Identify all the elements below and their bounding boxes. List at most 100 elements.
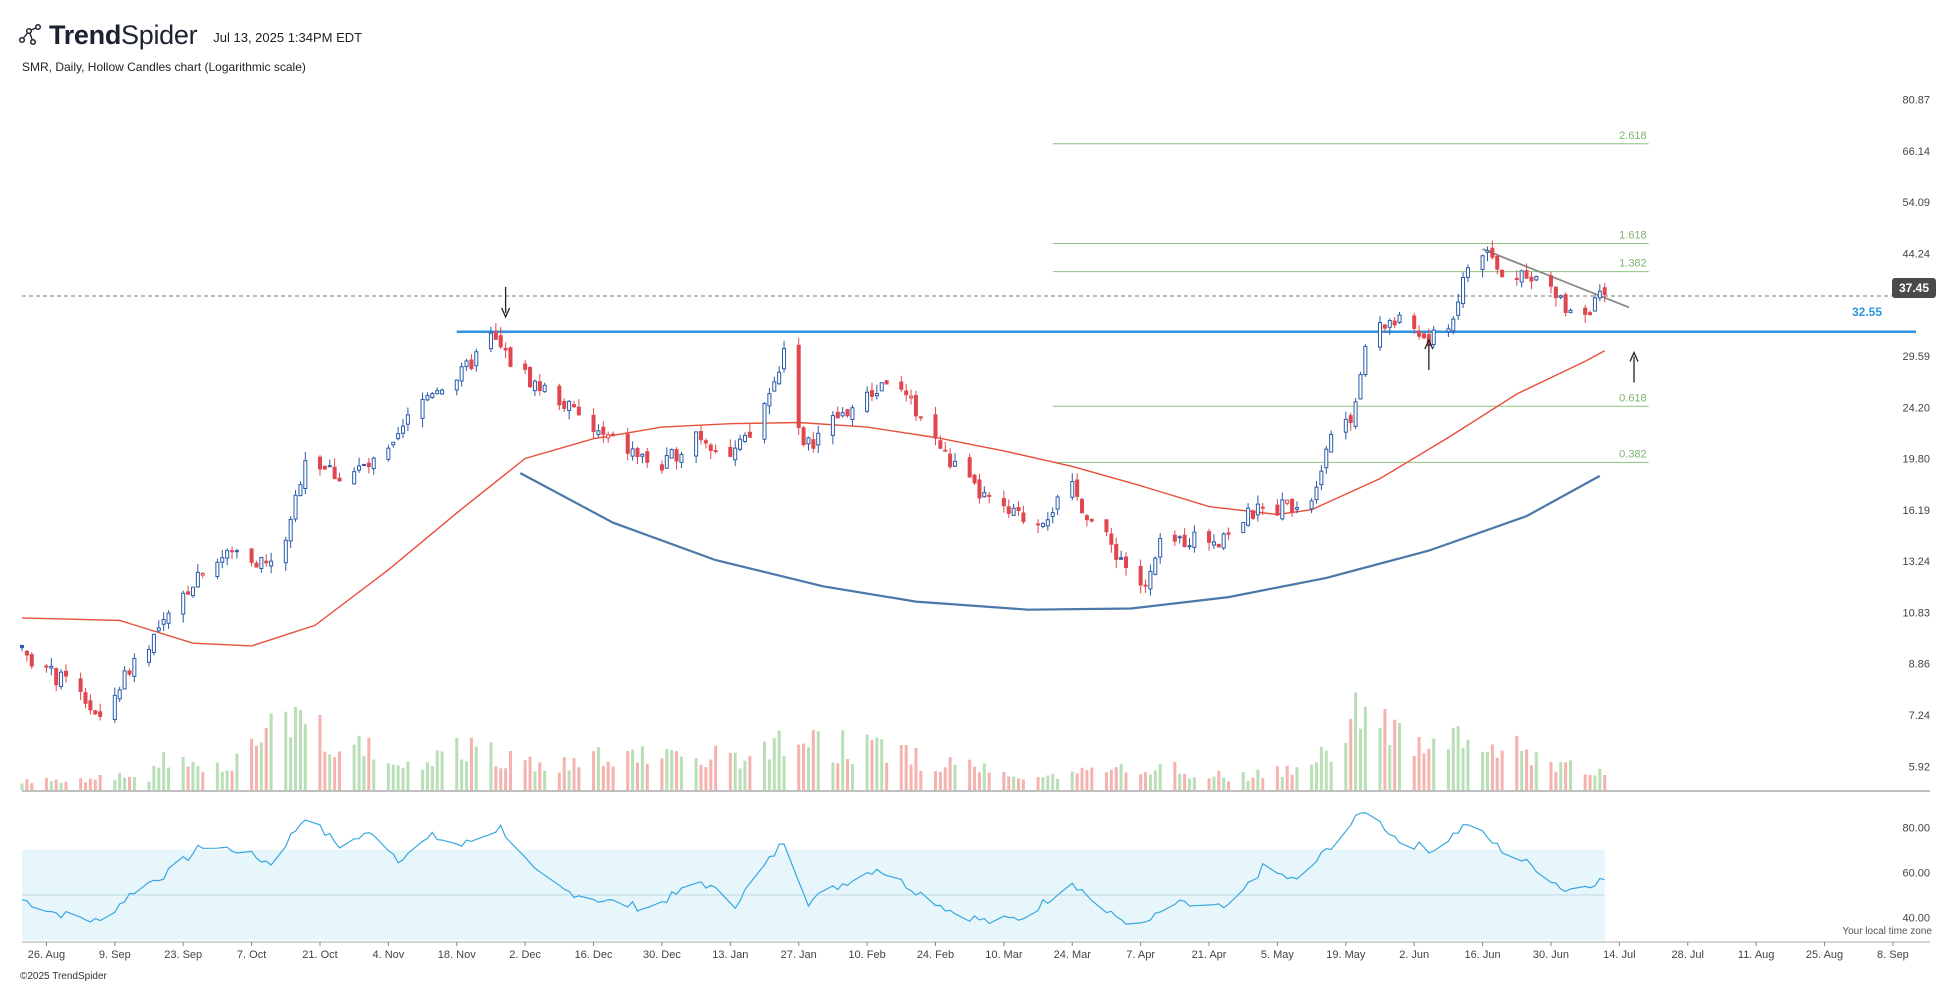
volume-bar <box>25 779 29 790</box>
volume-bar <box>953 764 957 790</box>
volume-bar <box>1114 767 1118 790</box>
x-tick-label: 10. Feb <box>848 949 885 961</box>
candle-body <box>435 390 440 395</box>
candle-body <box>674 449 679 462</box>
volume-bar <box>1119 763 1123 790</box>
candle-body <box>327 465 332 468</box>
volume-bar <box>298 709 302 790</box>
volume-bar <box>748 756 752 790</box>
x-tick-label: 25. Aug <box>1806 949 1843 961</box>
candle-body <box>562 400 567 409</box>
candle-body <box>1016 507 1021 512</box>
candle-body <box>366 462 371 467</box>
candle-body <box>806 437 811 445</box>
volume-bar <box>1559 761 1563 790</box>
candle-body <box>611 433 616 436</box>
x-tick-label: 21. Oct <box>302 949 337 961</box>
candle-body <box>1500 269 1505 278</box>
candle-body <box>1519 270 1524 283</box>
volume-bar <box>601 765 605 790</box>
candle-body <box>29 654 34 667</box>
volume-bar <box>1588 774 1592 790</box>
volume-bar <box>899 745 903 790</box>
candle-body <box>1343 418 1348 433</box>
volume-bar <box>1002 771 1006 790</box>
rsi-tick-label: 40.00 <box>1902 913 1930 925</box>
annotation-arrows <box>501 286 1639 383</box>
volume-bar <box>645 763 649 790</box>
volume-bar <box>904 745 908 790</box>
candle-body <box>1275 504 1280 516</box>
volume-bar <box>1456 725 1460 790</box>
candle-body <box>288 519 293 542</box>
candle-body <box>625 433 630 454</box>
volume-bar <box>670 750 674 790</box>
volume-bar <box>1124 772 1128 790</box>
volume-bar <box>494 766 498 790</box>
volume-bar <box>523 760 527 790</box>
volume-bar <box>699 764 703 790</box>
y-tick-label: 5.92 <box>1909 762 1930 774</box>
volume-bar <box>762 741 767 790</box>
volume-bar <box>987 772 991 790</box>
candle-body <box>1021 512 1026 523</box>
candle-body <box>1563 294 1568 313</box>
candle-body <box>1192 531 1197 548</box>
volume-bar <box>806 747 810 790</box>
volume-bar <box>1485 751 1489 790</box>
volume-bar <box>499 768 503 790</box>
x-tick-label: 16. Dec <box>575 949 613 961</box>
candle-body <box>1011 507 1016 516</box>
candle-body <box>1294 507 1299 510</box>
volume-bar <box>20 783 24 790</box>
volume-bar <box>259 742 263 790</box>
support-level-label: 32.55 <box>1852 305 1883 319</box>
volume-bar <box>1178 773 1182 790</box>
volume-bar <box>152 765 156 790</box>
volume-bar <box>592 751 596 790</box>
volume-bar <box>1212 776 1216 790</box>
volume-bar <box>577 767 581 790</box>
candle-body <box>117 689 122 700</box>
rsi-panel <box>21 811 1605 940</box>
volume-bar <box>59 782 63 790</box>
candle-body <box>845 409 850 417</box>
volume-bar <box>1500 750 1504 790</box>
candle-body <box>1417 330 1422 337</box>
candle-body <box>1592 297 1597 312</box>
candle-body <box>694 431 699 457</box>
volume-bar <box>1417 737 1421 790</box>
candle-body <box>1182 534 1187 548</box>
candle-body <box>596 430 601 436</box>
volume-bar <box>919 770 923 790</box>
volume-bar <box>870 739 874 790</box>
volume-bar <box>948 757 952 790</box>
volume-bar <box>1412 755 1416 790</box>
volume-bar <box>1251 777 1255 790</box>
volume-bar <box>1388 744 1392 790</box>
candle-body <box>132 657 137 677</box>
x-tick-label: 23. Sep <box>164 949 202 961</box>
volume-bar <box>528 756 532 790</box>
candle-body <box>1353 401 1358 427</box>
volume-bar <box>943 767 947 790</box>
candle-body <box>361 463 366 466</box>
volume-bar <box>631 749 635 790</box>
candle-body <box>567 400 572 412</box>
volume-bar <box>230 770 234 790</box>
volume-bar <box>797 744 801 790</box>
candle-body <box>1421 333 1426 339</box>
volume-bar <box>1295 767 1299 790</box>
volume-bar <box>1275 766 1279 790</box>
volume-bar <box>1564 762 1568 790</box>
candle-body <box>371 457 376 470</box>
candle-body <box>1055 496 1060 510</box>
candle-body <box>1006 506 1011 514</box>
volume-bar <box>469 737 473 790</box>
volume-bar <box>1310 764 1314 790</box>
candle-body <box>884 380 889 385</box>
candle-body <box>933 414 938 439</box>
candle-body <box>493 331 498 340</box>
volume-bar <box>675 751 679 790</box>
candle-body <box>190 586 195 597</box>
